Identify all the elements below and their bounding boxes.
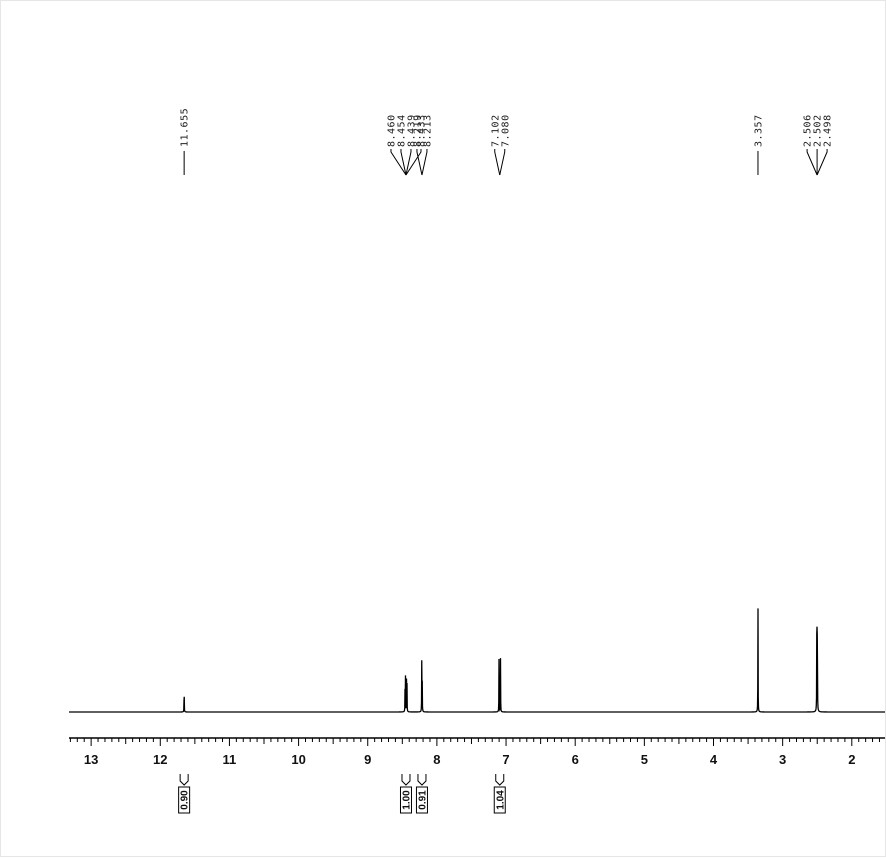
integral: 1.04	[494, 774, 506, 813]
peak-connector	[817, 149, 827, 175]
peak-label: 3.357	[753, 114, 764, 147]
peak-connector	[500, 149, 505, 175]
peak-connector	[495, 149, 500, 175]
integral-bracket	[496, 774, 504, 785]
x-tick-label: 10	[291, 752, 305, 767]
integral-value: 1.00	[401, 790, 412, 810]
x-tick-label: 11	[223, 752, 237, 767]
peak-connector	[807, 149, 817, 175]
integral-bracket	[402, 774, 410, 785]
peak-label-group: 2.5062.5022.498	[803, 114, 834, 175]
integral-value: 0.91	[417, 790, 428, 810]
integral: 0.91	[416, 774, 428, 813]
integral: 0.90	[179, 774, 191, 813]
peak-labels-layer: 11.6558.4608.4548.4398.4338.2198.2137.10…	[180, 108, 834, 175]
x-tick-label: 9	[364, 752, 371, 767]
spectrum-layer	[69, 608, 885, 712]
x-tick-label: 7	[502, 752, 509, 767]
peak-label-group: 11.655	[180, 108, 191, 175]
peak-label: 11.655	[180, 108, 191, 147]
x-tick-label: 6	[572, 752, 579, 767]
integral-bracket	[180, 774, 188, 785]
x-tick-label: 4	[710, 752, 718, 767]
x-tick-label: 3	[779, 752, 786, 767]
x-tick-label: 12	[153, 752, 167, 767]
integral-value: 1.04	[495, 790, 506, 810]
peak-connector	[422, 149, 427, 175]
x-tick-label: 5	[641, 752, 648, 767]
peak-connector	[417, 149, 422, 175]
x-tick-label: 8	[433, 752, 440, 767]
spectrum-line	[69, 608, 885, 712]
integrals-layer: 0.90 1.00 0.91 1.04	[179, 774, 507, 813]
x-tick-label: 13	[84, 752, 98, 767]
x-axis: 13 12 11 10 9 8 7 6 5 4 3 2	[69, 738, 885, 767]
peak-label: 2.498	[823, 114, 834, 147]
integral-bracket	[418, 774, 426, 785]
peak-label-group: 7.1027.080	[490, 114, 511, 175]
peak-label-group: 3.357	[753, 114, 764, 175]
peak-label: 7.080	[500, 114, 511, 147]
x-tick-label: 2	[848, 752, 855, 767]
integral-value: 0.90	[180, 790, 191, 810]
peak-connector	[391, 149, 406, 175]
peak-label: 8.213	[422, 114, 433, 147]
peak-label-group: 8.2198.213	[412, 114, 433, 175]
integral: 1.00	[400, 774, 412, 813]
